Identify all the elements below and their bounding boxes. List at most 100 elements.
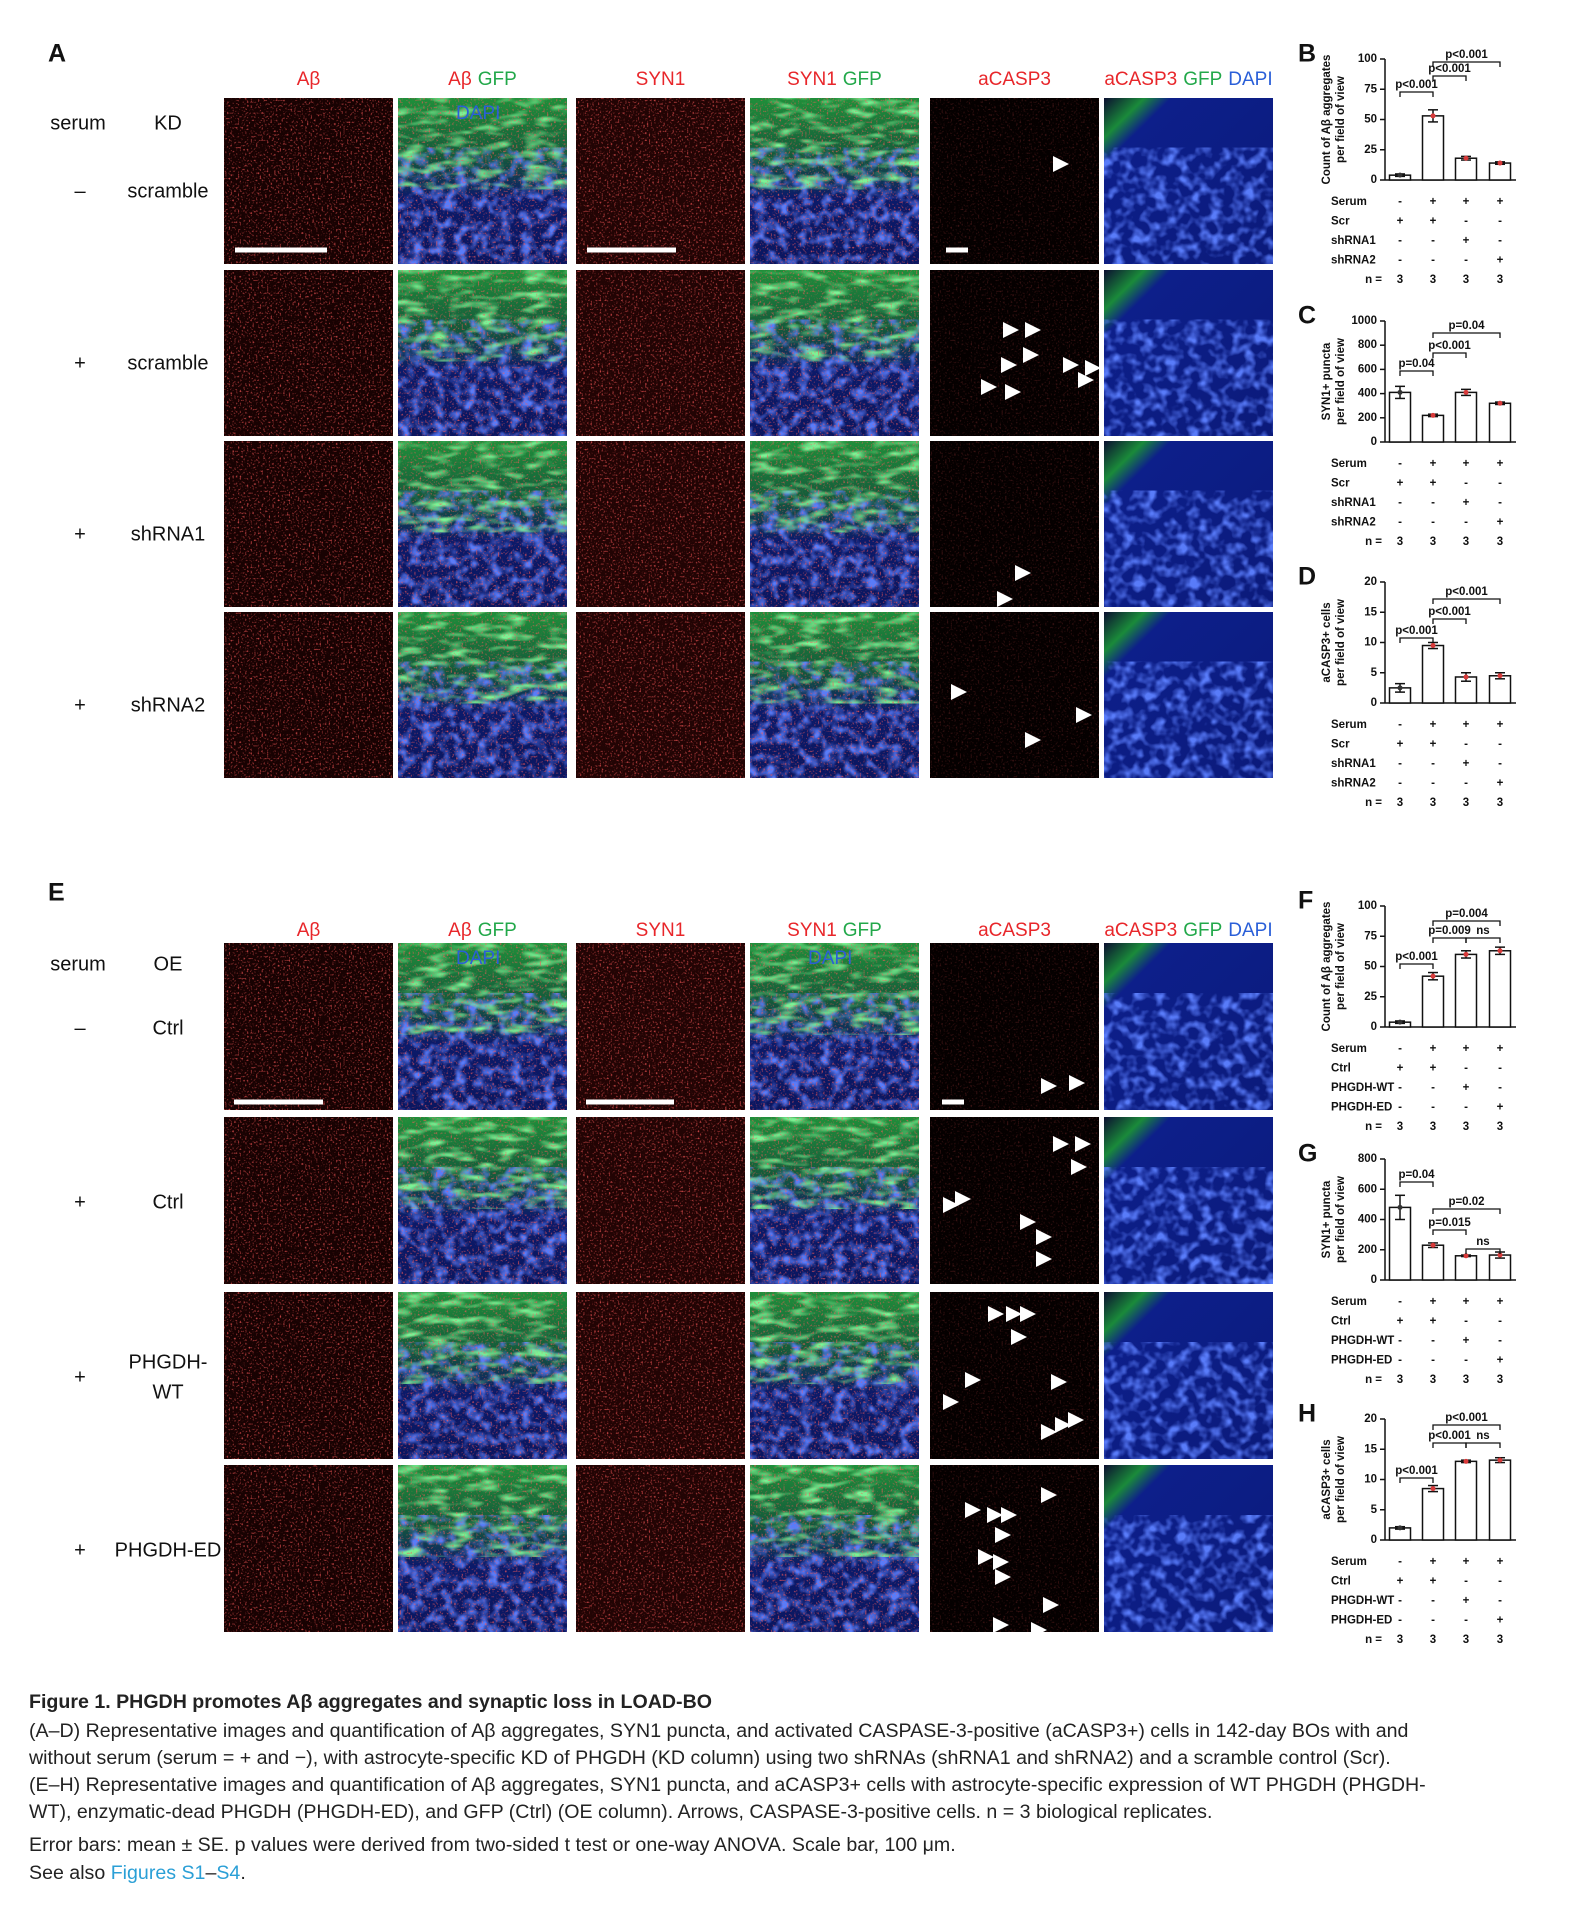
arrowhead <box>1001 357 1017 373</box>
significance-bracket <box>1399 91 1434 97</box>
arrowhead <box>1025 322 1041 338</box>
table-row-label: n = <box>1365 1634 1382 1646</box>
image-overlay-label: DAPI <box>456 948 500 969</box>
micrograph <box>750 270 919 436</box>
table-cell: + <box>1463 719 1470 731</box>
y-axis-label: per field of view <box>1335 76 1347 163</box>
significance-label: p<0.001 <box>1428 1430 1471 1442</box>
micrograph <box>1104 1465 1273 1632</box>
table-cell: + <box>1463 1556 1470 1568</box>
table-cell: - <box>1431 1082 1435 1094</box>
arrowhead <box>1076 707 1092 723</box>
table-cell: - <box>1464 1615 1468 1627</box>
y-axis-label: per field of view <box>1335 599 1347 686</box>
puncta-texture <box>224 1117 393 1284</box>
table-cell: + <box>1397 478 1404 490</box>
replicate-dot <box>1430 973 1436 979</box>
table-cell: + <box>1397 1316 1404 1328</box>
puncta-texture <box>398 1292 567 1459</box>
table-cell: - <box>1431 1355 1435 1367</box>
table-cell: + <box>1463 1335 1470 1347</box>
arrowhead <box>981 379 997 395</box>
significance-label: p<0.001 <box>1445 586 1488 598</box>
table-cell: + <box>1497 1043 1504 1055</box>
serum-sign: + <box>74 352 86 374</box>
puncta-texture <box>930 98 1099 264</box>
figure-link[interactable]: Figures S1 <box>111 1862 206 1884</box>
table-cell: 3 <box>1497 536 1503 548</box>
table-cell: - <box>1498 758 1502 770</box>
micrograph <box>750 612 919 778</box>
table-cell: + <box>1463 1296 1470 1308</box>
puncta-texture <box>930 1465 1099 1632</box>
y-axis-label: per field of view <box>1335 923 1347 1010</box>
header-part: SYN1 <box>636 69 686 90</box>
significance-label: p=0.004 <box>1445 908 1488 920</box>
micrograph <box>750 1465 919 1632</box>
table-cell: - <box>1464 1102 1468 1114</box>
y-tick-label: 100 <box>1358 53 1377 65</box>
table-cell: 3 <box>1397 274 1403 286</box>
table-cell: + <box>1430 1296 1437 1308</box>
significance-label: p<0.001 <box>1395 625 1438 637</box>
condition-label: shRNA1 <box>131 523 205 545</box>
image-overlay-label: DAPI <box>456 103 500 124</box>
table-cell: - <box>1431 778 1435 790</box>
row-header: OE <box>154 953 183 975</box>
table-cell: - <box>1498 235 1502 247</box>
bar <box>1454 391 1478 443</box>
y-axis-label: aCASP3+ cells <box>1321 1439 1333 1519</box>
puncta-texture <box>576 98 745 264</box>
caption-title: Figure 1. PHGDH promotes Aβ aggregates a… <box>29 1691 712 1713</box>
puncta-texture <box>224 1292 393 1459</box>
replicate-dot <box>1497 160 1503 166</box>
significance-label: p<0.001 <box>1428 606 1471 618</box>
table-cell: - <box>1398 1102 1402 1114</box>
table-cell: + <box>1497 517 1504 529</box>
panel-letter: B <box>1298 40 1316 68</box>
micrograph <box>750 441 919 607</box>
table-cell: - <box>1498 1082 1502 1094</box>
table-row-label: Serum <box>1331 1556 1367 1568</box>
replicate-dot <box>1497 1457 1503 1463</box>
header-part: GFP <box>843 69 882 90</box>
y-tick-label: 200 <box>1358 412 1377 424</box>
significance-bracket <box>1432 618 1467 624</box>
micrograph <box>1104 1292 1273 1459</box>
arrowhead <box>951 684 967 700</box>
caption-line: without serum (serum = + and −), with as… <box>28 1747 1391 1769</box>
panel-letter: C <box>1298 302 1316 330</box>
puncta-texture <box>224 441 393 607</box>
puncta-texture <box>750 1117 919 1284</box>
condition-label: PHGDH-ED <box>115 1539 222 1561</box>
significance-label: p=0.04 <box>1398 358 1435 370</box>
table-row-label: PHGDH-WT <box>1331 1595 1394 1607</box>
replicate-dot <box>1430 643 1436 649</box>
significance-label: p<0.001 <box>1428 340 1471 352</box>
figure-link[interactable]: S4 <box>216 1862 240 1884</box>
y-tick-label: 75 <box>1364 930 1377 942</box>
arrowhead <box>1025 732 1041 748</box>
serum-sign: + <box>74 694 86 716</box>
table-cell: - <box>1464 1063 1468 1075</box>
table-cell: + <box>1497 719 1504 731</box>
table-row-label: Serum <box>1331 196 1367 208</box>
header-part: GFP <box>478 920 517 941</box>
column-header: aCASP3 <box>978 920 1051 941</box>
micrograph <box>930 270 1099 436</box>
arrowhead <box>1006 1306 1022 1322</box>
caption-line: (A–D) Representative images and quantifi… <box>29 1720 1408 1742</box>
significance-label: p=0.015 <box>1428 1217 1471 1229</box>
significance-label: p<0.001 <box>1428 63 1471 75</box>
significance-bracket <box>1432 75 1467 81</box>
puncta-texture <box>398 441 567 607</box>
table-cell: + <box>1430 1556 1437 1568</box>
table-cell: + <box>1430 216 1437 228</box>
puncta-texture <box>224 270 393 436</box>
replicate-dot <box>1463 674 1469 680</box>
table-row-label: n = <box>1365 797 1382 809</box>
micrograph <box>1104 441 1273 607</box>
table-cell: + <box>1463 235 1470 247</box>
table-cell: 3 <box>1430 274 1436 286</box>
arrowhead <box>978 1549 994 1565</box>
